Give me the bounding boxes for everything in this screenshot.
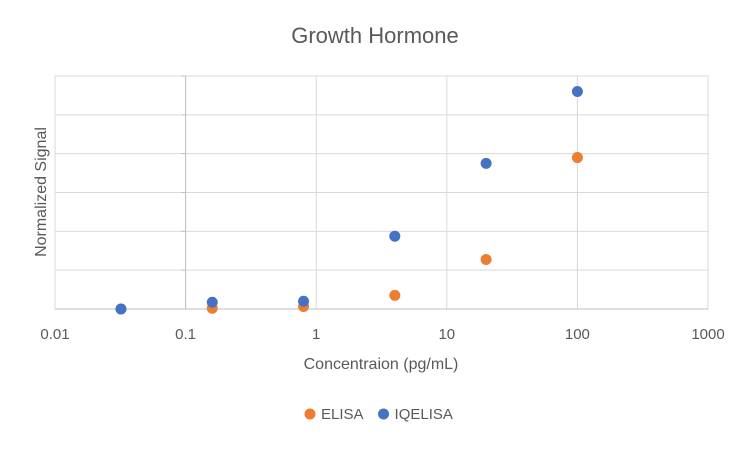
x-axis-title: Concentraion (pg/mL)	[304, 356, 459, 373]
legend-marker	[378, 408, 390, 420]
x-tick-label: 1000	[691, 326, 724, 343]
data-point-elisa	[480, 253, 492, 265]
data-point-iqelisa	[389, 230, 401, 242]
data-point-iqelisa	[571, 86, 583, 98]
x-tick-label: 0.01	[40, 326, 69, 343]
y-axis-title: Normalized Signal	[33, 127, 50, 257]
x-tick-labels: 0.01 0.1 1 10 100 1000	[40, 326, 724, 343]
legend-label: ELISA	[321, 406, 364, 423]
data-points	[115, 86, 583, 315]
axes	[55, 75, 708, 310]
data-point-elisa	[389, 289, 401, 301]
legend-label: IQELISA	[395, 406, 453, 423]
x-tick-label: 0.1	[175, 326, 196, 343]
legend: ELISA IQELISA	[304, 406, 453, 423]
chart-title: Growth Hormone	[291, 23, 459, 48]
series-iqelisa	[115, 86, 583, 315]
legend-marker	[304, 408, 316, 420]
x-tick-label: 1	[312, 326, 320, 343]
data-point-elisa	[571, 152, 583, 164]
data-point-iqelisa	[480, 157, 492, 169]
x-tick-label: 100	[565, 326, 590, 343]
x-tick-label: 10	[438, 326, 455, 343]
grid-lines	[54, 75, 709, 310]
data-point-iqelisa	[115, 303, 127, 315]
data-point-iqelisa	[206, 296, 218, 308]
data-point-iqelisa	[298, 295, 310, 307]
